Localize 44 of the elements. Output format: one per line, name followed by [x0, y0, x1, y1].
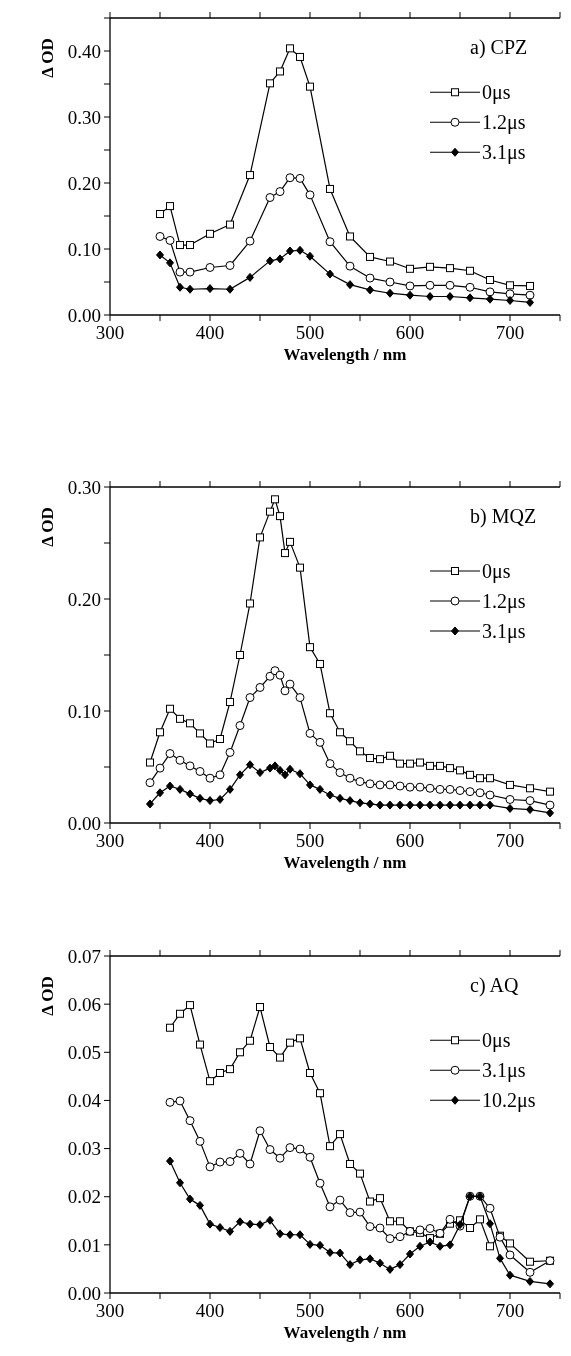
y-tick-label: 0.30: [67, 476, 101, 498]
y-tick-label: 0.07: [67, 945, 101, 967]
legend-label: 3.1μs: [482, 141, 526, 165]
x-tick-label: 500: [295, 322, 325, 343]
y-axis-title: Δ OD: [38, 38, 57, 78]
y-tick-label: 0.01: [67, 1234, 101, 1256]
legend-label: 3.1μs: [482, 620, 526, 643]
annotation: b) MQZ: [470, 505, 537, 528]
y-axis-title: Δ OD: [38, 507, 57, 547]
x-tick-label: 400: [195, 1300, 225, 1321]
x-tick-label: 600: [395, 830, 425, 851]
x-tick-label: 500: [295, 830, 325, 851]
legend-label: 3.1μs: [482, 1059, 526, 1083]
y-tick-label: 0.20: [67, 588, 101, 610]
x-tick-label: 500: [295, 1300, 325, 1321]
legend-label: 1.2μs: [482, 590, 526, 613]
legend-label: 10.2μs: [482, 1089, 536, 1113]
legend-label: 1.2μs: [482, 111, 526, 135]
legend-label: 0μs: [482, 560, 511, 583]
y-tick-label: 0.10: [67, 700, 101, 722]
y-tick-label: 0.06: [67, 993, 101, 1015]
x-tick-label: 600: [395, 322, 425, 343]
y-tick-label: 0.03: [67, 1138, 101, 1160]
legend-label: 0μs: [482, 1029, 511, 1053]
y-tick-label: 0.40: [67, 40, 101, 62]
x-tick-label: 700: [495, 830, 525, 851]
y-tick-label: 0.30: [67, 106, 101, 128]
x-tick-label: 400: [195, 322, 225, 343]
x-axis-title: Wavelength / nm: [283, 345, 407, 364]
y-tick-label: 0.04: [67, 1090, 102, 1112]
y-tick-label: 0.05: [67, 1041, 101, 1063]
x-axis-title: Wavelength / nm: [283, 853, 407, 872]
x-tick-label: 400: [195, 830, 225, 851]
y-axis-title: Δ OD: [38, 976, 57, 1016]
x-tick-label: 700: [495, 322, 525, 343]
annotation: c) AQ: [470, 974, 519, 997]
legend-label: 0μs: [482, 81, 511, 105]
x-tick-label: 600: [395, 1300, 425, 1321]
annotation: a) CPZ: [470, 36, 528, 59]
x-axis-title: Wavelength / nm: [283, 1323, 407, 1342]
y-tick-label: 0.02: [67, 1186, 101, 1208]
y-tick-label: 0.20: [67, 172, 101, 194]
y-tick-label: 0.10: [67, 238, 101, 260]
x-tick-label: 700: [495, 1300, 525, 1321]
